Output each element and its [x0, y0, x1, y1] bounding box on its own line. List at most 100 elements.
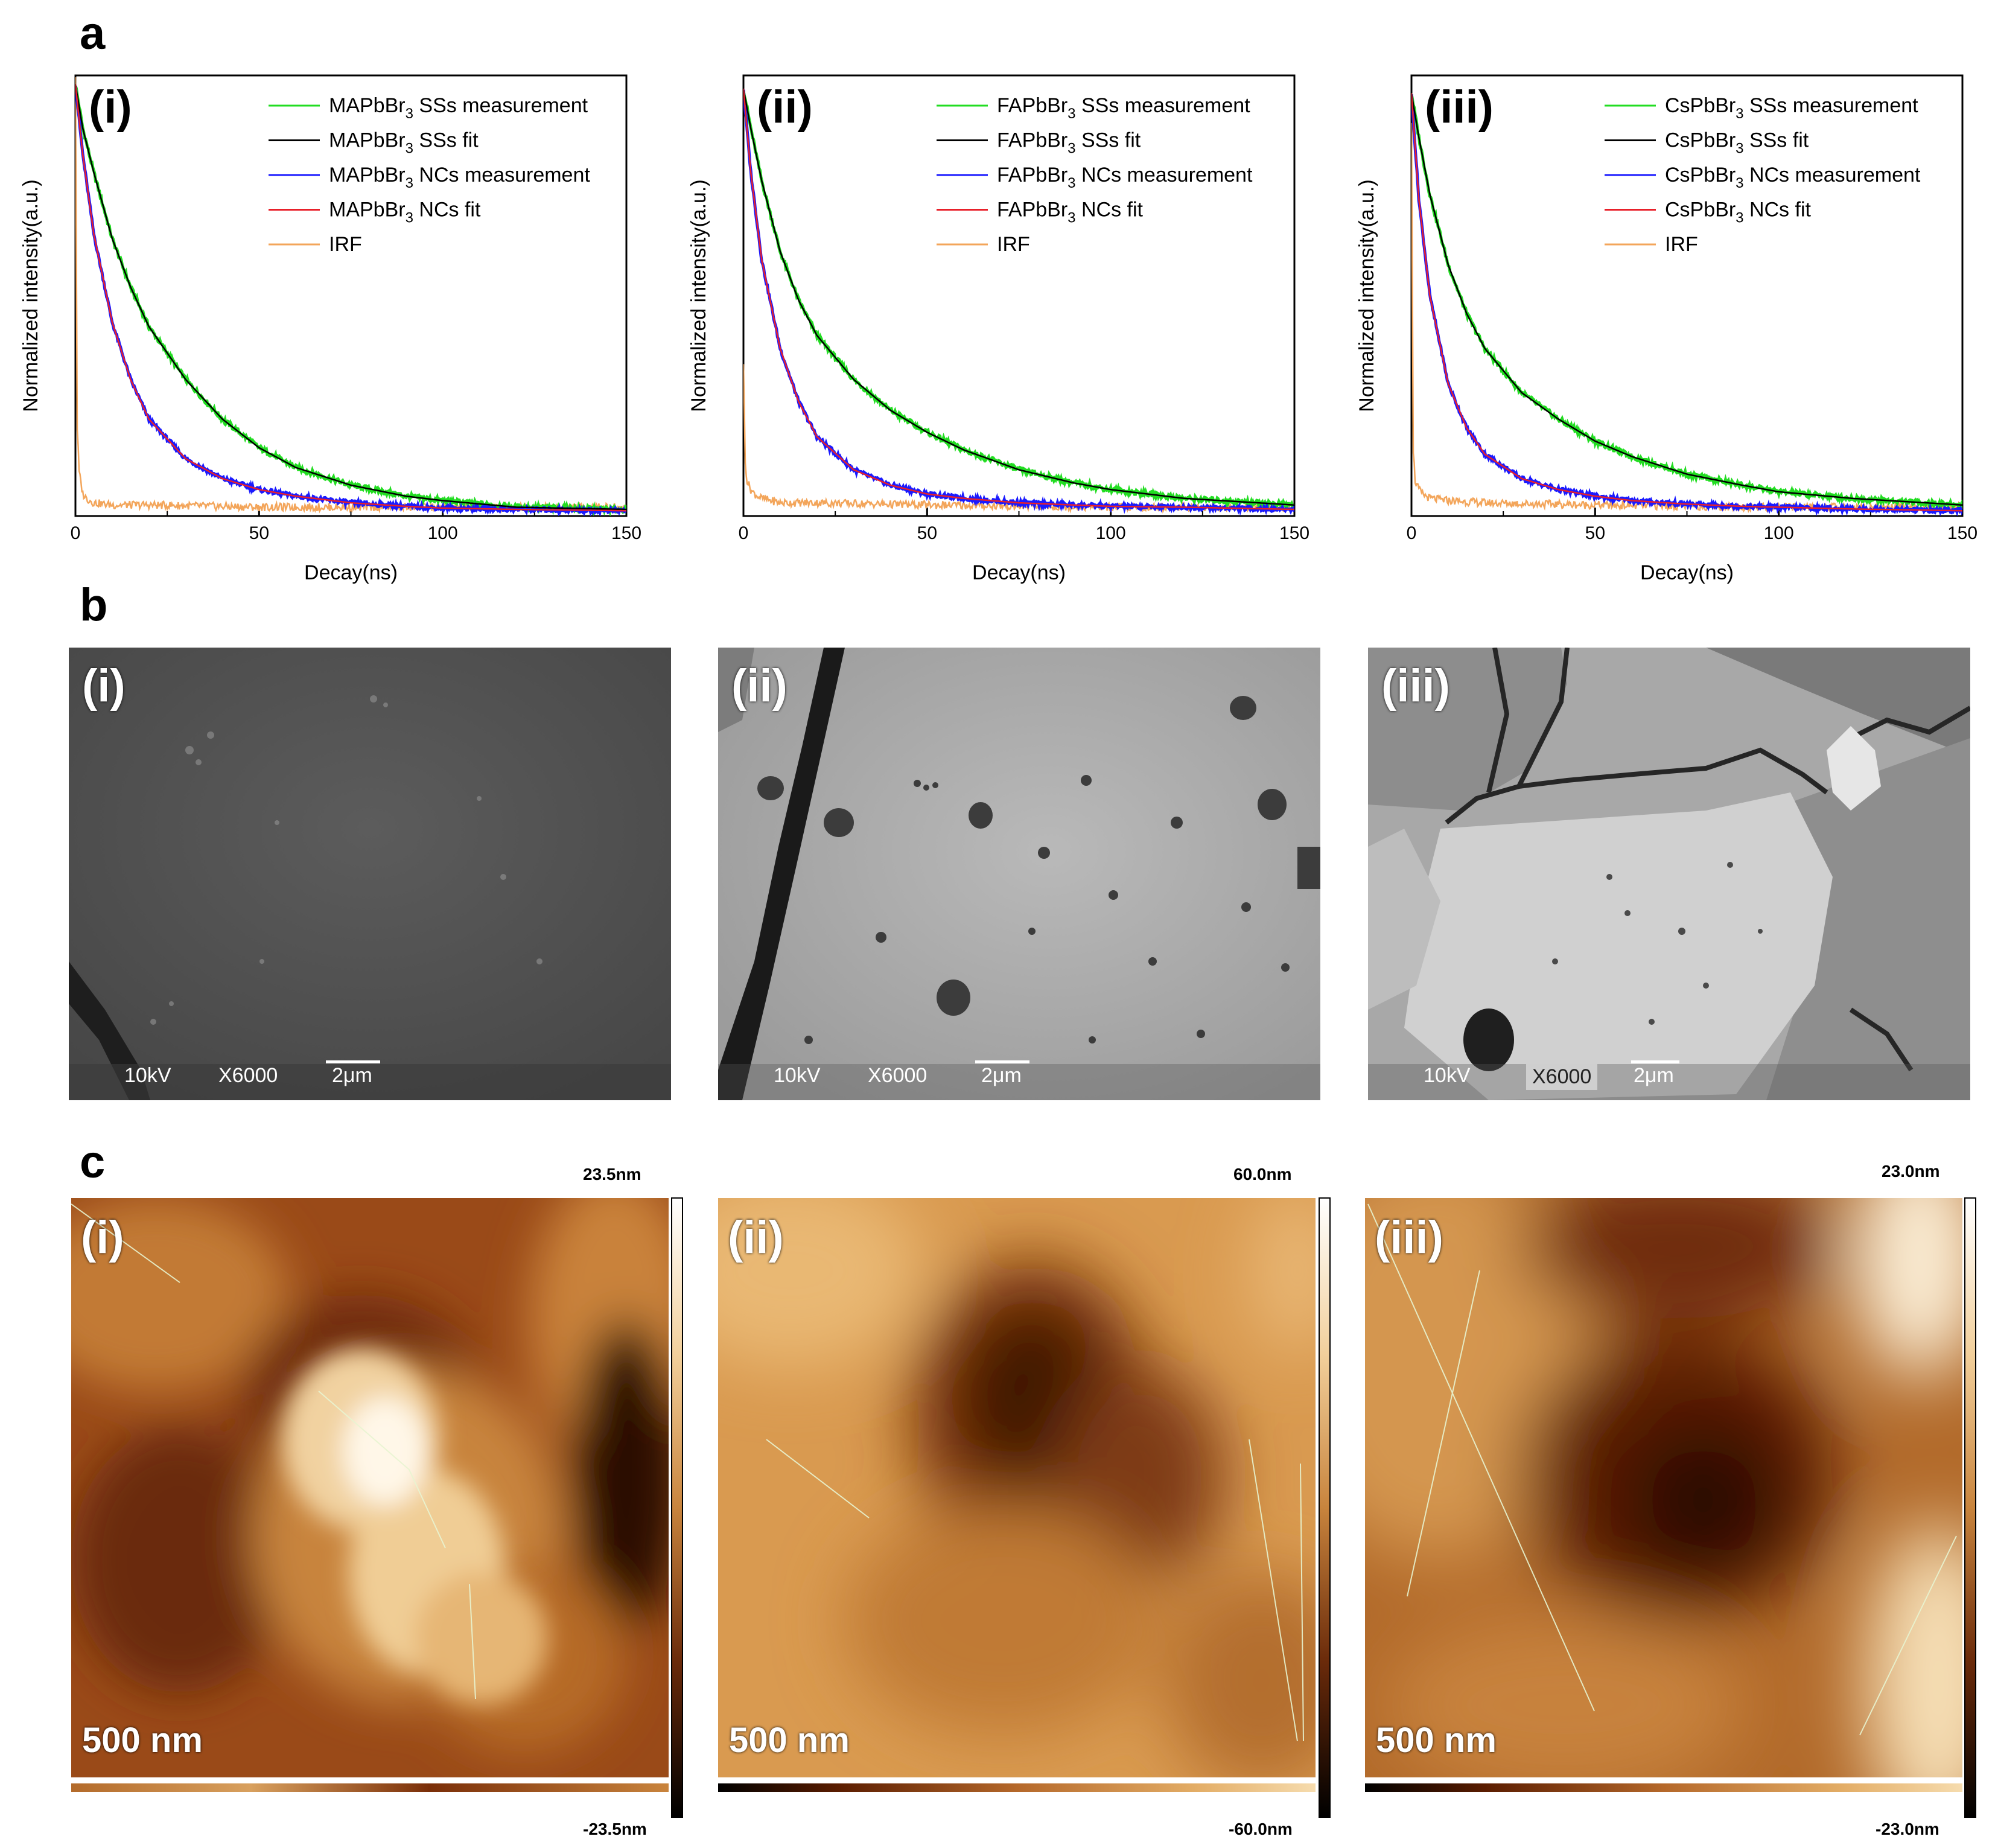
sem-magnification: X6000 — [868, 1064, 928, 1087]
nc-fit-line — [743, 88, 1294, 511]
chart-panel-label: (iii) — [1425, 81, 1494, 133]
nc-measurement-line — [75, 86, 626, 516]
legend-label: CsPbBr3 NCs fit — [1665, 199, 1812, 226]
sem-voltage: 10kV — [1424, 1064, 1471, 1087]
ss-fit-line — [743, 88, 1294, 506]
decay-chart-ii: 0 50 100 150 Decay(ns) Normalized intensity(a… — [680, 63, 1320, 610]
decay-chart-i: 0 50 100 150 Decay(ns) Normalized intensity(a… — [12, 63, 652, 610]
legend-label: MAPbBr3 NCs measurement — [329, 164, 590, 191]
afm-image-i: (i) 500 nm — [71, 1198, 669, 1777]
decay-chart-iii: 0 50 100 150 Decay(ns) Normalized intensity(a… — [1348, 63, 1988, 610]
sem-scale-label: 2μm — [332, 1064, 372, 1087]
x-tick-label: 150 — [1947, 523, 1978, 543]
legend-label: MAPbBr3 SSs fit — [329, 129, 479, 157]
sem-magnification: X6000 — [1526, 1064, 1598, 1090]
x-tick-label: 0 — [1407, 523, 1417, 543]
nc-fit-line — [75, 84, 626, 512]
y-axis-label: Normalized intensity(a.u.) — [19, 179, 42, 412]
sem-label: (iii) — [1381, 660, 1450, 712]
afm-colorbar-max: 23.5nm — [583, 1165, 641, 1184]
x-axis-label: Decay(ns) — [1640, 561, 1734, 584]
plot-area — [1411, 92, 1962, 516]
afm-label: (iii) — [1375, 1212, 1443, 1263]
panel-letter-c: c — [80, 1136, 106, 1188]
sem-micrograph — [69, 648, 671, 1100]
afm-scale-label: 500 nm — [1376, 1721, 1497, 1760]
afm-colorbar-min: -23.5nm — [583, 1820, 647, 1838]
y-axis-label: Normalized intensity(a.u.) — [687, 179, 710, 412]
panel-letter-b: b — [80, 579, 108, 631]
x-tick-label: 150 — [1279, 523, 1309, 543]
sem-voltage: 10kV — [774, 1064, 821, 1087]
ss-fit-line — [75, 84, 626, 511]
sem-scale-label: 2μm — [981, 1064, 1022, 1087]
x-tick-label: 0 — [739, 523, 749, 543]
plot-area — [75, 77, 626, 516]
legend-label: CsPbBr3 SSs measurement — [1665, 94, 1918, 122]
sem-image-i: (i) 10kV X6000 2μm — [69, 648, 671, 1100]
legend-label: MAPbBr3 SSs measurement — [329, 94, 588, 122]
x-tick-label: 150 — [611, 523, 641, 543]
legend-label: FAPbBr3 NCs measurement — [997, 164, 1253, 191]
decay-chart-svg: 0 50 100 150 Decay(ns) Normalized intensity(a… — [19, 74, 641, 584]
y-axis-label: Normalized intensity(a.u.) — [1355, 179, 1378, 412]
legend-label: IRF — [997, 233, 1030, 256]
sem-image-iii: (iii) 10kV X6000 2μm — [1368, 648, 1970, 1100]
scale-bar — [326, 1060, 380, 1063]
x-tick-label: 100 — [1764, 523, 1794, 543]
afm-bottom-strip — [71, 1783, 669, 1792]
afm-colorbar-max: 23.0nm — [1882, 1162, 1940, 1180]
chart-panel-label: (ii) — [757, 81, 813, 133]
sem-micrograph — [1368, 648, 1970, 1100]
legend-label: IRF — [329, 233, 362, 256]
afm-topography — [718, 1198, 1316, 1777]
ss-measurement-line — [1411, 94, 1962, 512]
sem-label: (i) — [82, 660, 126, 712]
panel-letter-a: a — [80, 8, 106, 59]
afm-colorbar-max: 60.0nm — [1233, 1165, 1292, 1184]
x-tick-label: 100 — [1096, 523, 1126, 543]
sem-image-ii: (ii) 10kV X6000 2μm — [718, 648, 1320, 1100]
nc-fit-line — [1411, 93, 1962, 512]
nc-measurement-line — [743, 89, 1294, 516]
x-tick-label: 50 — [249, 523, 269, 543]
x-tick-label: 0 — [71, 523, 81, 543]
x-tick-label: 50 — [917, 523, 937, 543]
afm-label: (i) — [81, 1212, 124, 1263]
afm-topography — [1365, 1198, 1962, 1777]
ss-measurement-line — [743, 91, 1294, 511]
x-axis-label: Decay(ns) — [972, 561, 1066, 584]
afm-colorbar-min: -23.0nm — [1876, 1820, 1939, 1838]
x-tick-label: 100 — [428, 523, 458, 543]
sem-info-bar: 10kV X6000 2μm — [1368, 1057, 1970, 1093]
afm-image-iii: (iii) 500 nm — [1365, 1198, 1962, 1777]
sem-info-bar: 10kV X6000 2μm — [718, 1057, 1320, 1093]
scale-bar — [975, 1060, 1029, 1063]
afm-scale-label: 500 nm — [729, 1721, 850, 1760]
irf-line — [743, 364, 1294, 514]
afm-colorbar — [671, 1197, 683, 1818]
legend-label: FAPbBr3 NCs fit — [997, 199, 1144, 226]
afm-bottom-strip — [1365, 1783, 1962, 1792]
sem-scale-label: 2μm — [1634, 1064, 1674, 1087]
x-axis-label: Decay(ns) — [304, 561, 398, 584]
legend-label: CsPbBr3 SSs fit — [1665, 129, 1809, 157]
afm-image-ii: (ii) 500 nm — [718, 1198, 1316, 1777]
sem-info-bar: 10kV X6000 2μm — [69, 1057, 671, 1093]
plot-area — [743, 88, 1294, 516]
legend-label: FAPbBr3 SSs measurement — [997, 94, 1250, 122]
chart-panel-label: (i) — [89, 81, 132, 133]
legend-label: MAPbBr3 NCs fit — [329, 199, 481, 226]
sem-label: (ii) — [731, 660, 788, 712]
legend-label: CsPbBr3 NCs measurement — [1665, 164, 1921, 191]
sem-voltage: 10kV — [124, 1064, 171, 1087]
sem-magnification: X6000 — [218, 1064, 278, 1087]
afm-label: (ii) — [728, 1212, 784, 1263]
legend-label: IRF — [1665, 233, 1698, 256]
afm-scale-label: 500 nm — [82, 1721, 203, 1760]
afm-colorbar — [1319, 1197, 1331, 1818]
ss-fit-line — [1411, 92, 1962, 506]
scale-bar — [1631, 1060, 1679, 1063]
afm-bottom-strip — [718, 1783, 1316, 1792]
afm-colorbar — [1964, 1197, 1976, 1818]
